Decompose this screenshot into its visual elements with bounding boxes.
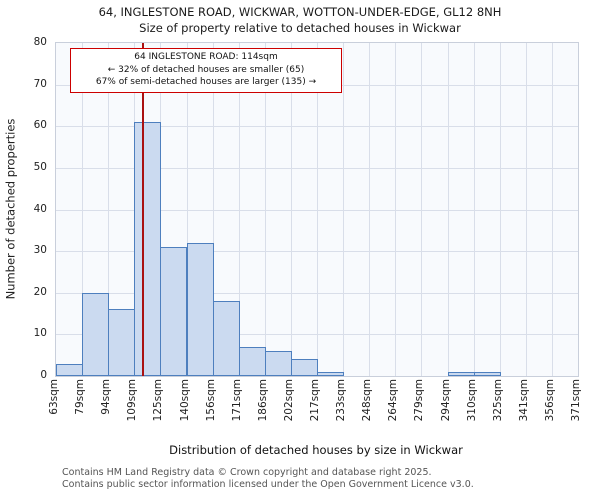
x-tick-label: 140sqm <box>178 379 191 422</box>
histogram-bar <box>264 351 292 376</box>
y-tick-labels: 0 10 20 30 40 50 60 70 80 <box>0 36 47 381</box>
histogram-bar <box>108 309 136 376</box>
x-tick-label: 171sqm <box>230 379 243 422</box>
y-tick-label: 50 <box>33 160 47 173</box>
histogram-bar <box>56 363 84 376</box>
x-tick-label: 325sqm <box>491 379 504 422</box>
gridline-horizontal <box>56 292 578 294</box>
histogram-bar <box>134 122 162 376</box>
x-tick-label: 79sqm <box>74 379 87 415</box>
x-tick-label: 264sqm <box>387 379 400 422</box>
histogram-bar <box>160 246 188 376</box>
histogram-bar <box>212 301 240 376</box>
footer-line-2: Contains public sector information licen… <box>62 479 474 491</box>
y-tick-label: 30 <box>33 244 47 257</box>
footer-line-1: Contains HM Land Registry data © Crown c… <box>62 467 432 478</box>
x-tick-label: 109sqm <box>126 379 139 422</box>
x-tick-label: 233sqm <box>335 379 348 422</box>
annotation-line-3: 67% of semi-detached houses are larger (… <box>95 77 317 88</box>
histogram-bar <box>473 371 501 376</box>
chart-title: 64, INGLESTONE ROAD, WICKWAR, WOTTON-UND… <box>98 5 502 19</box>
histogram-bar <box>238 346 266 376</box>
x-tick-label: 310sqm <box>465 379 478 422</box>
x-tick-label: 356sqm <box>543 379 556 422</box>
x-tick-label: 248sqm <box>361 379 374 422</box>
x-tick-label: 63sqm <box>48 379 60 415</box>
histogram-bar <box>82 292 110 376</box>
y-tick-label: 70 <box>33 77 47 90</box>
plot-area: 64 INGLESTONE ROAD: 114sqm ← 32% of deta… <box>55 42 579 377</box>
x-tick-label: 156sqm <box>204 379 217 422</box>
x-axis-label: Distribution of detached houses by size … <box>169 443 463 457</box>
y-tick-label: 40 <box>33 202 47 215</box>
gridline-horizontal <box>56 167 578 169</box>
histogram-bar <box>290 359 318 376</box>
property-marker-line <box>142 43 144 376</box>
y-tick-label: 10 <box>33 327 47 340</box>
x-tick-labels: 63sqm 79sqm 94sqm 109sqm 125sqm 140sqm 156sqm 1… <box>48 379 582 439</box>
histogram-bar <box>186 242 214 376</box>
x-tick-label: 217sqm <box>309 379 321 422</box>
gridline-horizontal <box>56 126 578 128</box>
gridline-horizontal <box>56 334 578 336</box>
x-tick-label: 94sqm <box>100 379 113 415</box>
annotation-line-1: 64 INGLESTONE ROAD: 114sqm <box>134 52 278 62</box>
y-tick-label: 20 <box>33 285 47 298</box>
y-tick-label: 0 <box>40 369 47 381</box>
annotation-box: 64 INGLESTONE ROAD: 114sqm ← 32% of deta… <box>70 48 342 93</box>
annotation-line-2: ← 32% of detached houses are smaller (65… <box>107 64 305 75</box>
gridline-horizontal <box>56 209 578 211</box>
x-tick-label: 371sqm <box>570 379 582 422</box>
x-tick-label: 341sqm <box>517 379 530 422</box>
chart-subtitle: Size of property relative to detached ho… <box>139 21 461 35</box>
x-tick-label: 186sqm <box>256 379 269 422</box>
x-tick-label: 294sqm <box>439 379 452 422</box>
y-tick-label: 80 <box>33 36 47 48</box>
footer: Contains HM Land Registry data © Crown c… <box>62 467 474 492</box>
y-tick-label: 60 <box>33 119 47 132</box>
x-tick-label: 202sqm <box>282 379 295 422</box>
histogram-bar <box>447 371 475 376</box>
gridline-horizontal <box>56 251 578 253</box>
x-tick-label: 279sqm <box>413 379 426 422</box>
x-tick-label: 125sqm <box>152 379 165 422</box>
histogram-bar <box>317 371 345 376</box>
